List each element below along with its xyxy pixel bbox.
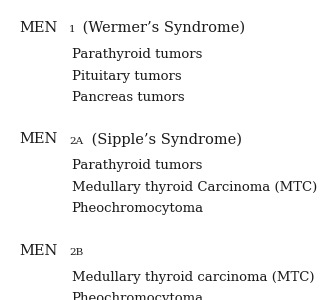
Text: 2A: 2A xyxy=(69,137,83,146)
Text: MEN: MEN xyxy=(20,21,58,35)
Text: 2B: 2B xyxy=(69,248,83,257)
Text: (Sipple’s Syndrome): (Sipple’s Syndrome) xyxy=(87,132,242,147)
Text: Pheochromocytoma: Pheochromocytoma xyxy=(72,292,204,300)
Text: Medullary thyroid carcinoma (MTC): Medullary thyroid carcinoma (MTC) xyxy=(72,271,314,284)
Text: Pheochromocytoma: Pheochromocytoma xyxy=(72,202,204,215)
Text: MEN: MEN xyxy=(20,244,58,258)
Text: Parathyroid tumors: Parathyroid tumors xyxy=(72,48,202,61)
Text: 1: 1 xyxy=(69,26,76,34)
Text: (Wermer’s Syndrome): (Wermer’s Syndrome) xyxy=(78,21,245,35)
Text: MEN: MEN xyxy=(20,132,58,146)
Text: Parathyroid tumors: Parathyroid tumors xyxy=(72,159,202,172)
Text: Pancreas tumors: Pancreas tumors xyxy=(72,91,184,104)
Text: Medullary thyroid Carcinoma (MTC): Medullary thyroid Carcinoma (MTC) xyxy=(72,181,317,194)
Text: Pituitary tumors: Pituitary tumors xyxy=(72,70,181,83)
